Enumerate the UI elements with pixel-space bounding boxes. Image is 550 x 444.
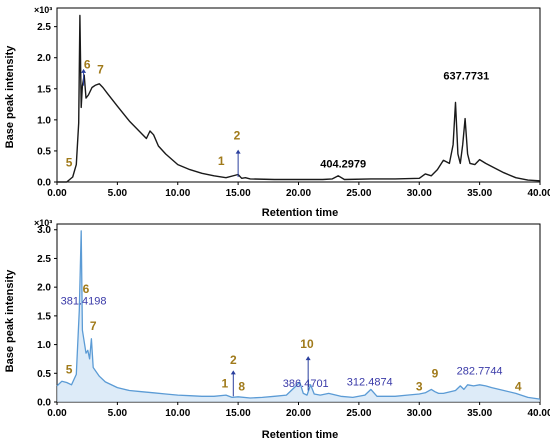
top-peak-number: 1 <box>218 154 225 168</box>
bottom-peak-number: 6 <box>83 282 90 296</box>
top-peak-number: 5 <box>66 155 73 169</box>
bottom-ylabel: Base peak intensity <box>4 269 16 373</box>
bottom-mz-label: 381.4198 <box>61 295 107 307</box>
top-x-tick-label: 40.00 <box>527 188 550 199</box>
top-peak-arrow-head <box>81 68 87 73</box>
top-peak-number: 7 <box>97 62 104 76</box>
top-chromatogram: ×10³ Base peak intensity Retention time … <box>4 5 550 219</box>
top-y-tick-label: 0.0 <box>37 178 51 189</box>
bottom-multiplier: ×10³ <box>34 218 52 228</box>
top-multiplier: ×10³ <box>34 5 52 15</box>
bottom-y-tick-label: 3.0 <box>37 225 51 236</box>
bottom-series-line <box>56 230 541 400</box>
bottom-x-tick-label: 40.00 <box>527 408 550 419</box>
top-peak-number: 2 <box>234 129 241 143</box>
bottom-mz-label: 312.4874 <box>347 376 393 388</box>
top-x-tick-label: 10.00 <box>165 188 190 199</box>
bottom-y-tick-label: 2.0 <box>37 283 51 294</box>
top-x-tick-label: 0.00 <box>47 188 67 199</box>
bottom-peak-number: 4 <box>515 380 522 394</box>
bottom-x-tick-label: 25.00 <box>346 408 371 419</box>
bottom-xlabel: Retention time <box>262 429 338 441</box>
bottom-x-tick-label: 5.00 <box>108 408 128 419</box>
top-x-tick-label: 20.00 <box>286 188 311 199</box>
top-peak-number: 6 <box>84 57 91 71</box>
bottom-y-tick-label: 1.5 <box>37 311 51 322</box>
bottom-mz-label: 386.4701 <box>283 378 329 390</box>
bottom-peak-number: 2 <box>230 353 237 367</box>
bottom-peak-arrow-head <box>230 370 236 375</box>
top-y-tick-label: 0.5 <box>37 146 51 157</box>
bottom-peak-number: 3 <box>416 380 423 394</box>
top-y-tick-label: 2.0 <box>37 53 51 64</box>
top-plot-area: 0.00 5.00 10.00 15.00 20.00 25.00 30.00 35.00 40… <box>37 7 550 199</box>
bottom-x-tick-label: 30.00 <box>407 408 432 419</box>
bottom-y-tick-label: 0.5 <box>37 369 51 380</box>
bottom-y-tick-label: 0.0 <box>37 398 51 409</box>
top-series-line <box>57 14 541 183</box>
bottom-plot-area: 0.00 5.00 10.00 15.00 20.00 25.00 30.00 35.00 40… <box>37 223 550 419</box>
bottom-peak-number: 5 <box>66 362 73 376</box>
bottom-mz-label: 282.7744 <box>457 365 503 377</box>
top-peak-arrow-head <box>235 149 241 154</box>
top-ylabel: Base peak intensity <box>4 45 16 149</box>
bottom-peak-number: 9 <box>432 366 439 380</box>
bottom-peak-arrow-head <box>305 356 311 361</box>
top-y-tick-label: 1.0 <box>37 115 51 126</box>
bottom-peak-number: 8 <box>238 380 245 394</box>
bottom-x-tick-label: 15.00 <box>226 408 251 419</box>
top-y-tick-label: 2.5 <box>37 22 51 33</box>
bottom-y-tick-label: 2.5 <box>37 254 51 265</box>
top-mz-label: 404.2979 <box>320 159 366 171</box>
bottom-x-tick-label: 0.00 <box>47 408 67 419</box>
bottom-peak-number: 7 <box>90 319 97 333</box>
bottom-x-tick-label: 35.00 <box>467 408 492 419</box>
bottom-peak-number: 10 <box>300 337 314 351</box>
bottom-chromatogram: ×10³ Base peak intensity Retention time … <box>4 218 550 441</box>
top-x-tick-label: 35.00 <box>467 188 492 199</box>
bottom-peak-number: 1 <box>221 377 228 391</box>
bottom-series-area <box>57 230 540 402</box>
bottom-x-tick-label: 20.00 <box>286 408 311 419</box>
top-y-tick-label: 1.5 <box>37 84 51 95</box>
bottom-y-tick-label: 1.0 <box>37 340 51 351</box>
bottom-x-tick-label: 10.00 <box>165 408 190 419</box>
top-mz-label: 637.7731 <box>443 70 489 82</box>
top-x-tick-label: 25.00 <box>346 188 371 199</box>
top-xlabel: Retention time <box>262 207 338 219</box>
top-x-tick-label: 15.00 <box>226 188 251 199</box>
top-x-tick-label: 30.00 <box>407 188 432 199</box>
top-x-tick-label: 5.00 <box>108 188 128 199</box>
